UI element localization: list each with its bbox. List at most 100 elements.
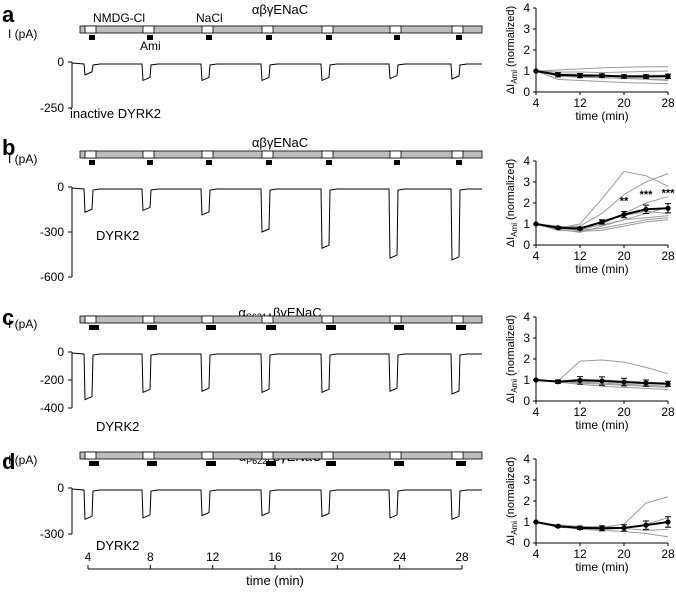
nmdg-segment (84, 451, 97, 460)
title-prefix: α (238, 305, 246, 320)
solution-bar (79, 451, 483, 460)
nmdg-segment (201, 451, 214, 460)
mean-point (621, 211, 627, 218)
time-axis-tick-label: 12 (206, 550, 220, 564)
time-axis-tick-label: 8 (147, 550, 154, 564)
amiloride-marker (266, 35, 272, 40)
nmdg-segment (389, 150, 402, 159)
chart-y-tick-label: 4 (523, 310, 530, 324)
chart-y-label: ΔIAmi (normalized) (505, 6, 519, 94)
ylabel-rest: (normalized) (505, 159, 517, 223)
nmdg-segment (451, 150, 464, 159)
amiloride-marker (266, 325, 276, 330)
mean-point (665, 205, 671, 211)
label-nmdg: NMDG-Cl (93, 11, 145, 25)
trace-label: DYRK2 (96, 538, 139, 553)
chart-y-tick-label: 0 (523, 238, 530, 252)
amiloride-marker (394, 325, 404, 330)
nmdg-segment (142, 315, 155, 324)
chart-y-label: ΔIAmi (normalized) (505, 315, 519, 403)
current-tick-label: -400 (40, 401, 64, 415)
nmdg-segment (84, 25, 97, 34)
amiloride-marker (206, 461, 216, 466)
mean-point (533, 68, 539, 74)
mean-point (577, 377, 583, 384)
chart-x-tick-label: 4 (533, 547, 540, 561)
current-tick-label: -600 (40, 270, 64, 284)
mean-point (599, 525, 605, 531)
trace-label: DYRK2 (96, 228, 139, 243)
ylabel-sub: Ami (510, 521, 519, 535)
panel-a: a αβγENaC NMDG-Cl Ami NaCl I (pA) 0 -250 inactiv… (2, 1, 675, 123)
chart-x-tick-label: 4 (533, 405, 540, 419)
amiloride-marker (326, 160, 332, 165)
chart-y-tick-label: 1 (523, 373, 530, 387)
current-trace (71, 187, 482, 261)
nmdg-segment (201, 150, 214, 159)
panel-letter: d (2, 449, 15, 474)
mean-point (665, 381, 671, 387)
nmdg-segment (201, 315, 214, 324)
chart-x-tick-label: 20 (617, 547, 631, 561)
panel-title: αβγENaC (252, 2, 308, 17)
time-axis-tick-label: 20 (331, 550, 345, 564)
chart-x-tick-label: 28 (661, 96, 675, 110)
mean-point (533, 377, 539, 383)
current-tick-label: -300 (40, 527, 64, 541)
amiloride-marker (456, 325, 466, 330)
mean-point (665, 519, 671, 525)
current-tick-label: 0 (57, 481, 64, 495)
nmdg-segment (451, 25, 464, 34)
nmdg-segment (321, 315, 334, 324)
current-tick-label: -300 (40, 225, 64, 239)
individual-trace (535, 66, 668, 72)
mean-point (577, 525, 583, 531)
amiloride-marker (394, 461, 404, 466)
nmdg-segment (389, 451, 402, 460)
nmdg-segment (201, 25, 214, 34)
mean-point (643, 380, 649, 386)
nmdg-segment (142, 451, 155, 460)
amiloride-marker (89, 325, 99, 330)
mean-point (599, 219, 605, 225)
current-trace (71, 352, 482, 401)
chart-y-tick-label: 2 (523, 352, 530, 366)
chart-y-tick-label: 0 (523, 536, 530, 550)
solution-bar (79, 150, 483, 159)
nmdg-segment (84, 315, 97, 324)
trace-label: DYRK2 (96, 419, 139, 434)
chart-y-tick-label: 3 (523, 175, 530, 189)
amiloride-marker (394, 35, 400, 40)
chart-y-tick-label: 4 (523, 154, 530, 168)
amiloride-marker (266, 160, 272, 165)
chart-x-tick-label: 20 (617, 96, 631, 110)
mean-point (621, 73, 627, 80)
chart-x-label: time (min) (575, 560, 628, 574)
panel-title: αβγENaC (252, 135, 308, 150)
nmdg-segment (389, 315, 402, 324)
chart-x-tick-label: 20 (617, 405, 631, 419)
nmdg-segment (451, 451, 464, 460)
current-tick-label: 0 (57, 180, 64, 194)
current-tick-label: -250 (40, 101, 64, 115)
panel-letter: b (2, 135, 15, 160)
chart-x-tick-label: 12 (573, 547, 587, 561)
nmdg-segment (261, 451, 274, 460)
mean-point (643, 522, 649, 528)
ylabel-rest: (normalized) (505, 6, 517, 70)
ylabel-sub: Ami (510, 223, 519, 237)
amiloride-marker (456, 461, 466, 466)
panel-c: cαS621AβγENaCI (pA)0-200-400DYRK20123441… (2, 305, 675, 434)
mean-point (577, 73, 583, 79)
nmdg-segment (84, 150, 97, 159)
amiloride-marker (206, 160, 212, 165)
nmdg-segment (321, 150, 334, 159)
chart-x-tick-label: 12 (573, 96, 587, 110)
time-axis-tick-label: 16 (268, 550, 282, 564)
mean-point (555, 225, 561, 231)
mean-point (643, 206, 649, 212)
significance-marker: ** (620, 195, 629, 207)
